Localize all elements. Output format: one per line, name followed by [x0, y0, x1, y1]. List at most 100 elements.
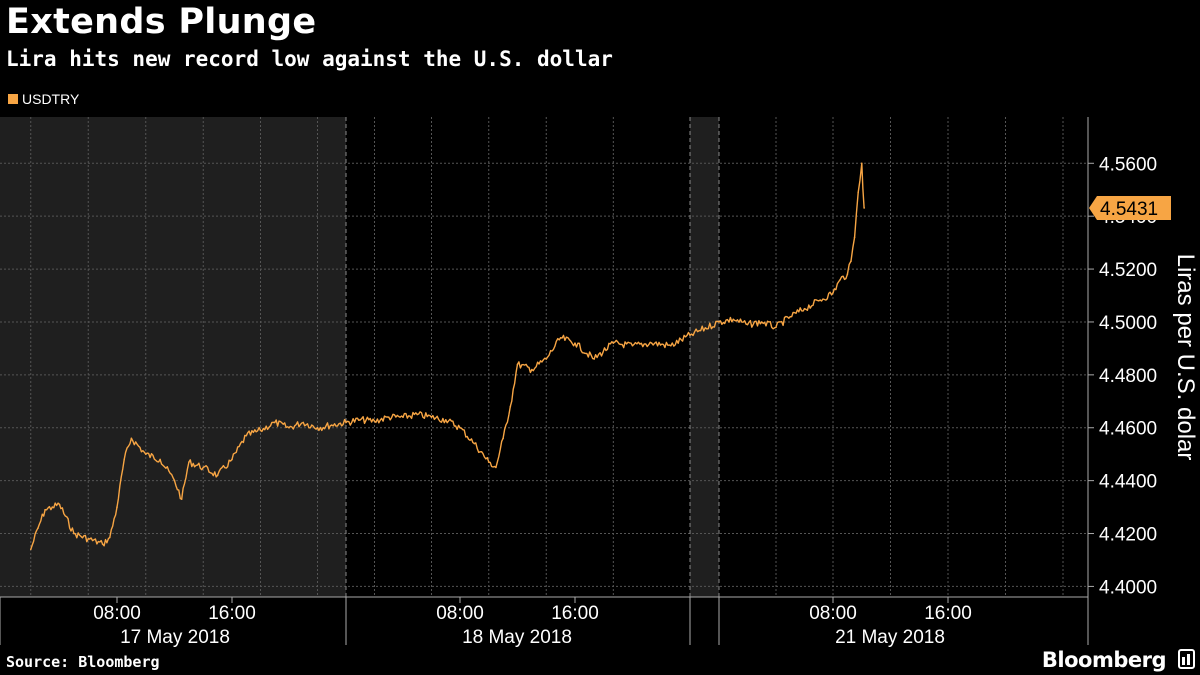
- data-point: [273, 421, 276, 424]
- legend: USDTRY: [8, 91, 79, 107]
- y-tick-label: 4.5000: [1099, 313, 1157, 334]
- chart-title: Extends Plunge: [6, 2, 317, 42]
- brand-logo-text: Bloomberg: [1041, 648, 1167, 672]
- data-point: [144, 453, 147, 455]
- data-point: [545, 358, 548, 360]
- series-line-usdtry: [30, 162, 865, 550]
- chart-subtitle: Lira hits new record low against the U.S…: [6, 47, 613, 71]
- data-point: [863, 207, 865, 209]
- y-tick-label: 4.4200: [1099, 525, 1157, 546]
- data-point: [839, 278, 841, 281]
- data-point: [857, 191, 859, 194]
- source-note: Source: Bloomberg: [6, 653, 160, 671]
- y-tick-label: 4.5600: [1099, 154, 1157, 175]
- x-tick-label: 08:00: [436, 603, 484, 624]
- data-point: [73, 532, 75, 535]
- data-point: [718, 321, 720, 323]
- data-point: [559, 337, 562, 339]
- data-point: [44, 508, 46, 511]
- y-tick-label: 4.4400: [1099, 472, 1157, 493]
- data-point: [130, 437, 133, 440]
- data-point: [29, 548, 32, 551]
- data-point: [416, 413, 419, 416]
- chart-icon: [1178, 649, 1195, 669]
- x-tick-label: 16:00: [924, 603, 972, 624]
- data-point: [231, 458, 233, 461]
- data-point: [509, 405, 512, 408]
- data-point: [51, 506, 54, 508]
- x-tick-label: 16:00: [208, 603, 256, 624]
- data-point: [502, 437, 504, 440]
- data-point: [330, 424, 333, 426]
- shaded-region-17-may: [0, 117, 346, 597]
- data-point: [803, 307, 806, 310]
- legend-label-usdtry: USDTRY: [22, 91, 80, 107]
- data-point: [373, 420, 376, 422]
- data-point: [760, 321, 763, 323]
- data-point: [775, 326, 777, 329]
- data-point: [789, 315, 792, 318]
- y-tick-label: 4.4000: [1099, 577, 1157, 598]
- shaded-region-weekend: [690, 117, 719, 597]
- data-point: [516, 363, 519, 366]
- data-point: [359, 419, 362, 421]
- data-point: [87, 538, 90, 540]
- data-point: [259, 429, 262, 432]
- data-point: [116, 506, 118, 508]
- data-point: [495, 466, 497, 469]
- legend-swatch-usdtry: [8, 94, 18, 104]
- data-point: [746, 323, 749, 326]
- x-date-label: 18 May 2018: [462, 627, 572, 648]
- data-point: [444, 419, 447, 421]
- data-point: [387, 416, 390, 418]
- y-tick-label: 4.4800: [1099, 366, 1157, 387]
- x-tick-label: 08:00: [809, 603, 857, 624]
- data-point: [817, 300, 820, 302]
- data-point: [37, 527, 39, 530]
- y-axis-title: Liras per U.S. dolar: [1172, 254, 1199, 461]
- data-point: [173, 479, 176, 482]
- last-value-tag: [1089, 195, 1171, 220]
- last-value-label: 4.5431: [1100, 199, 1158, 220]
- data-point: [288, 426, 290, 429]
- data-point: [101, 543, 104, 545]
- data-point: [109, 536, 111, 539]
- data-point: [345, 421, 347, 424]
- data-point: [531, 368, 533, 371]
- data-point: [202, 466, 205, 469]
- data-point: [732, 318, 735, 321]
- data-point: [689, 334, 691, 336]
- data-point: [850, 260, 852, 262]
- data-point: [180, 498, 183, 500]
- data-point: [631, 344, 634, 347]
- data-point: [670, 344, 672, 347]
- x-tick-label: 16:00: [551, 603, 599, 624]
- data-point: [574, 342, 576, 344]
- data-point: [473, 442, 476, 445]
- data-point: [860, 162, 863, 165]
- y-tick-label: 4.5200: [1099, 260, 1157, 281]
- x-tick-label: 08:00: [93, 603, 141, 624]
- data-point: [159, 458, 161, 461]
- x-date-label: 21 May 2018: [835, 627, 945, 648]
- data-point: [487, 461, 490, 463]
- data-point: [188, 461, 190, 463]
- data-point: [612, 342, 615, 344]
- data-point: [402, 416, 404, 418]
- data-point: [593, 358, 595, 360]
- data-point: [459, 426, 461, 429]
- data-point: [316, 426, 319, 429]
- data-point: [853, 236, 856, 239]
- data-point: [302, 421, 305, 424]
- data-point: [430, 416, 433, 418]
- y-tick-label: 4.4600: [1099, 419, 1157, 440]
- data-point: [123, 458, 125, 461]
- data-point: [650, 342, 653, 344]
- data-point: [216, 474, 219, 477]
- data-point: [58, 503, 61, 506]
- data-point: [832, 292, 834, 294]
- data-point: [245, 434, 248, 437]
- x-date-label: 17 May 2018: [120, 627, 230, 648]
- data-point: [846, 273, 849, 276]
